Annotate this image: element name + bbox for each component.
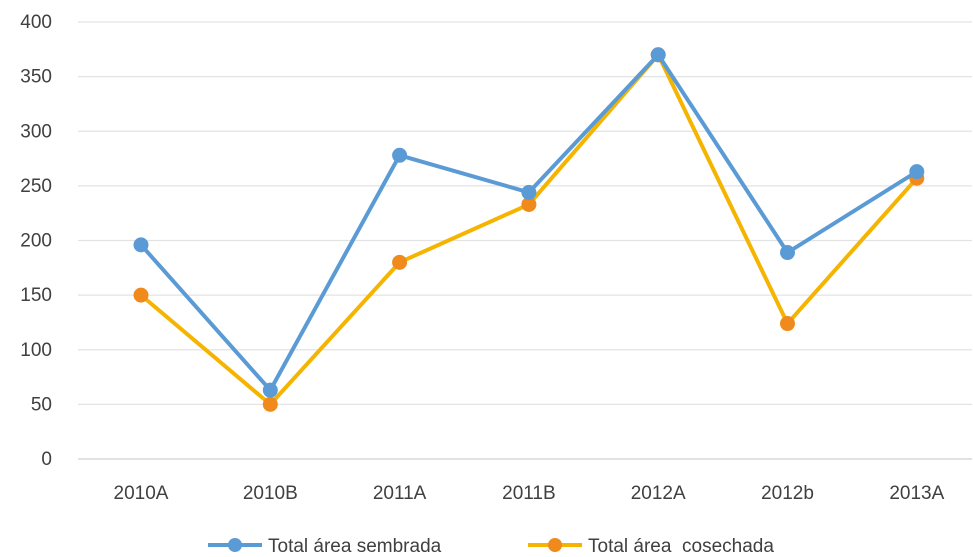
series-line [139, 52, 919, 407]
y-tick-label: 250 [20, 176, 52, 197]
data-point [392, 147, 408, 163]
legend: Total área sembrada Total área cosechada [208, 536, 774, 557]
y-tick-label: 300 [20, 121, 52, 142]
x-tick-label: 2011B [502, 483, 556, 504]
data-point [262, 396, 278, 412]
legend-label: Total área sembrada [268, 536, 442, 557]
series-line [139, 52, 919, 393]
data-point [262, 382, 278, 398]
legend-item-2: Total área cosechada [528, 536, 774, 557]
data-point [392, 254, 408, 270]
x-tick-label: 2010A [114, 483, 169, 504]
legend-label: Total área cosechada [588, 536, 774, 557]
legend-marker [228, 538, 242, 552]
x-tick-label: 2013A [889, 483, 944, 504]
data-point [909, 164, 925, 180]
data-point [650, 47, 666, 63]
y-tick-label: 50 [31, 394, 52, 415]
gridlines [78, 21, 972, 460]
series-2 [133, 47, 925, 412]
y-tick-label: 400 [20, 12, 52, 33]
data-point [780, 245, 795, 261]
y-tick-label: 100 [20, 340, 52, 361]
y-tick-label: 350 [20, 67, 52, 88]
x-tick-label: 2012b [761, 483, 814, 504]
data-point [521, 184, 537, 200]
series-layer [133, 47, 925, 412]
y-tick-label: 200 [20, 231, 52, 252]
x-axis-tick-labels: 2010A 2010B 2011A 2011B 2012A 2012b 2013A [114, 483, 945, 504]
data-point [780, 316, 795, 332]
y-tick-label: 0 [41, 449, 52, 470]
data-point [133, 237, 149, 253]
x-tick-label: 2010B [243, 483, 298, 504]
legend-marker [548, 538, 562, 552]
x-tick-label: 2012A [631, 483, 686, 504]
series-1 [133, 47, 925, 398]
y-tick-label: 150 [20, 285, 52, 306]
data-point [133, 287, 149, 303]
y-axis-tick-labels: 0 50 100 150 200 250 300 350 400 [20, 12, 52, 470]
x-tick-label: 2011A [373, 483, 427, 504]
legend-item-1: Total área sembrada [208, 536, 442, 557]
